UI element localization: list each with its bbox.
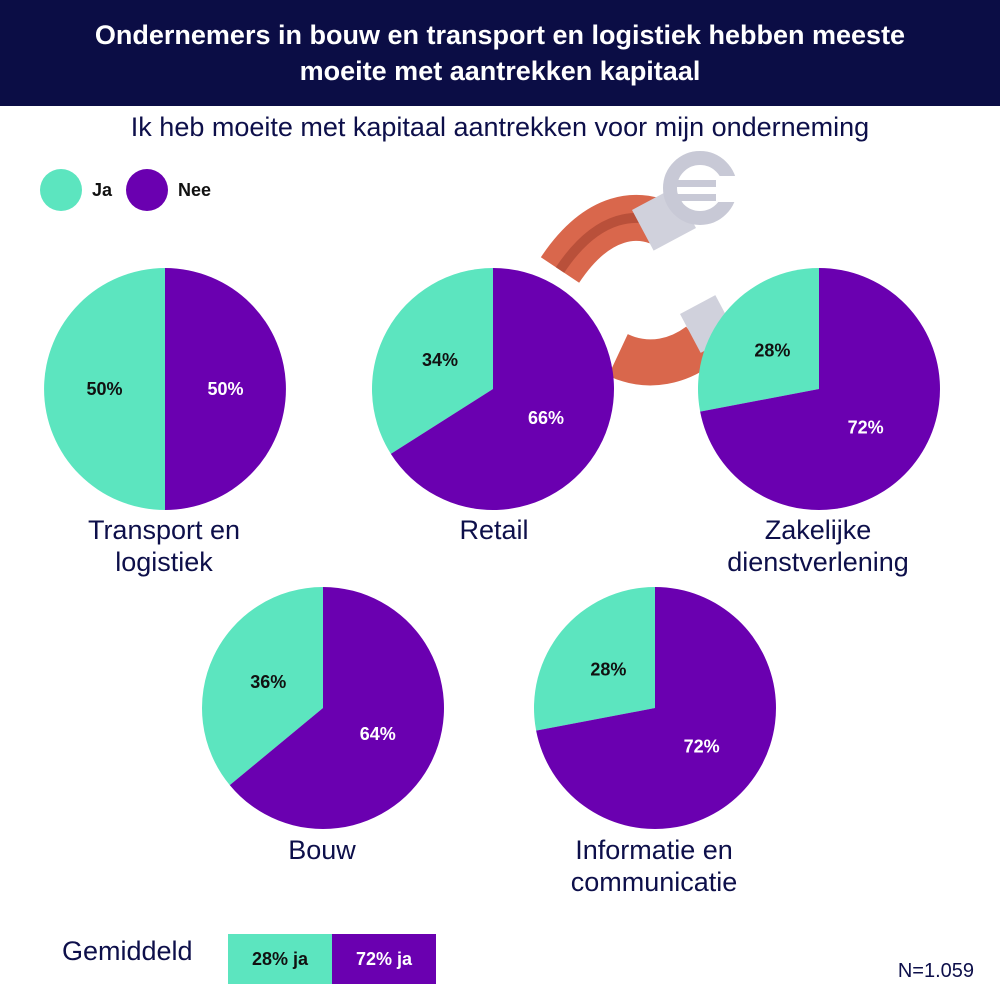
pie-slice-zakelijke-ja — [698, 268, 819, 412]
pie-slice-bouw-ja — [202, 587, 323, 786]
average-ja-box: 28% ja — [228, 934, 332, 984]
pie-label-bouw-nee: 64% — [360, 724, 396, 744]
pie-label-zakelijke-ja: 28% — [754, 340, 790, 360]
pie-slice-transport-nee — [165, 268, 286, 510]
pie-slice-retail-nee — [390, 268, 614, 511]
pie-slice-zakelijke-nee — [700, 268, 941, 510]
category-label-retail: Retail — [354, 514, 634, 546]
category-label-line: Retail — [459, 515, 529, 545]
category-label-line: communicatie — [570, 867, 738, 897]
pie-label-informatie-nee: 72% — [684, 737, 720, 757]
pie-slice-transport-ja — [44, 268, 166, 510]
pie-label-transport-nee: 50% — [207, 379, 243, 399]
legend-swatch-nee — [126, 169, 168, 211]
category-label-line: Bouw — [288, 835, 356, 865]
pie-label-zakelijke-nee: 72% — [848, 418, 884, 438]
category-label-informatie: Informatie en communicatie — [514, 834, 794, 898]
header: Ondernemers in bouw en transport en logi… — [0, 0, 1000, 106]
legend-item-nee: Nee — [126, 168, 211, 212]
average-nee-box: 72% ja — [332, 934, 436, 984]
chart-subtitle: Ik heb moeite met kapitaal aantrekken vo… — [130, 112, 870, 142]
pie-label-transport-ja: 50% — [86, 379, 122, 399]
category-label-line: dienstverlening — [727, 547, 909, 577]
category-label-line: Zakelijke — [764, 515, 872, 545]
pie-slice-informatie-ja — [534, 587, 655, 731]
pie-slice-bouw-nee — [229, 587, 444, 829]
category-label-line: Informatie en — [575, 835, 733, 865]
legend-swatch-ja — [40, 169, 82, 211]
category-label-zakelijke: Zakelijke dienstverlening — [678, 514, 958, 578]
category-label-transport: Transport en logistiek — [24, 514, 304, 578]
legend-label-ja: Ja — [92, 179, 113, 200]
legend-label-nee: Nee — [178, 179, 212, 200]
pie-label-informatie-ja: 28% — [590, 659, 626, 679]
sample-size-note: N=1.059 — [897, 960, 974, 982]
legend-item-ja: Ja — [40, 168, 112, 212]
pie-slice-retail-ja — [372, 268, 493, 454]
pie-label-retail-nee: 66% — [528, 408, 564, 428]
magnet-euro-icon — [540, 151, 738, 386]
pie-label-bouw-ja: 36% — [250, 672, 286, 692]
category-label-line: logistiek — [115, 547, 213, 577]
pie-slice-informatie-nee — [536, 587, 777, 829]
average-label: Gemiddeld — [62, 936, 193, 966]
category-label-bouw: Bouw — [182, 834, 462, 866]
pie-label-retail-ja: 34% — [422, 350, 458, 370]
chart-title: Ondernemers in bouw en transport en logi… — [94, 20, 906, 86]
category-label-line: Transport en — [87, 515, 241, 545]
